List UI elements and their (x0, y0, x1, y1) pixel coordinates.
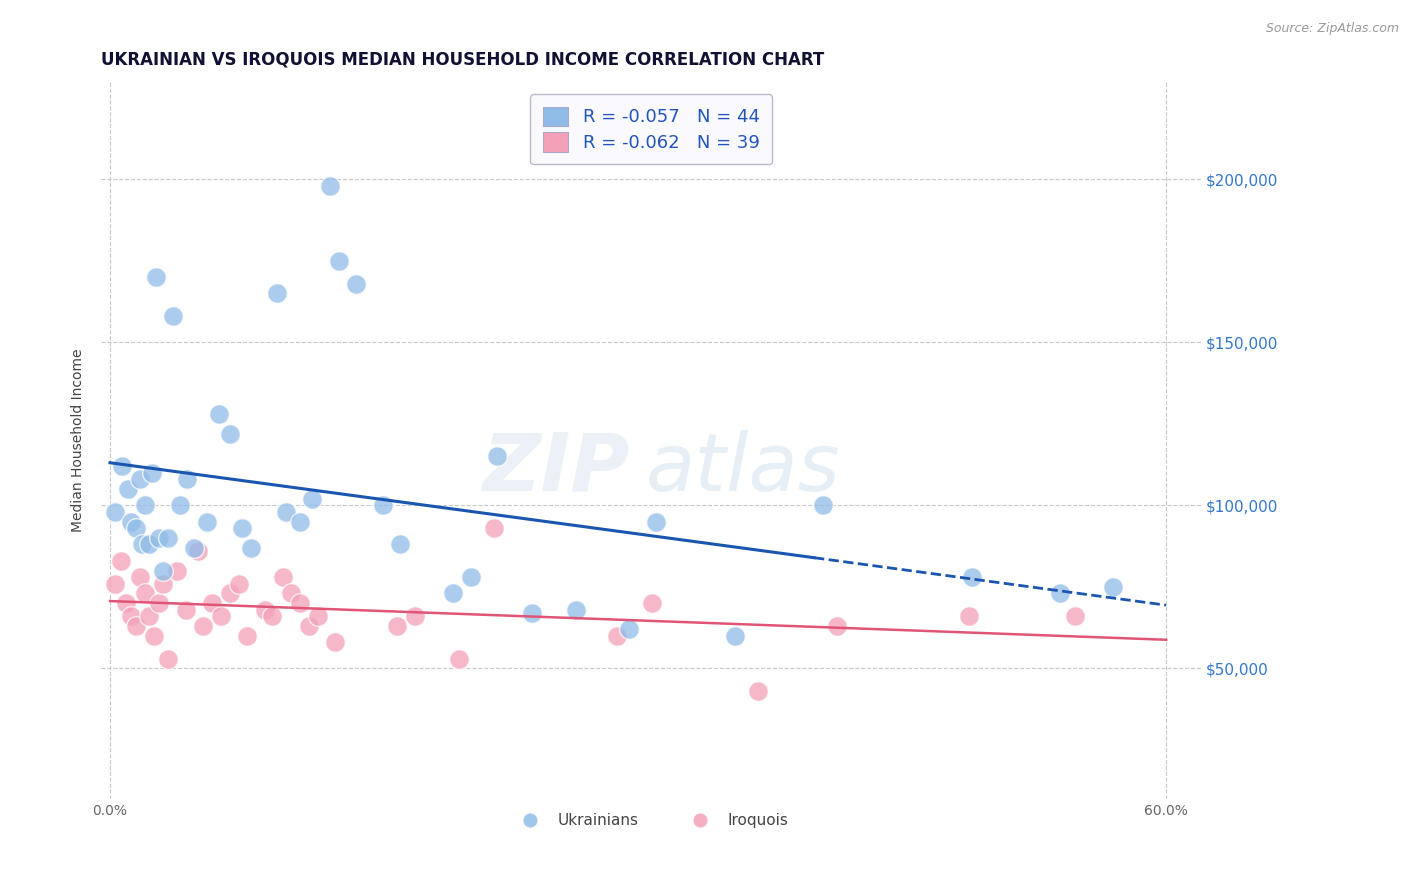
Text: UKRAINIAN VS IROQUOIS MEDIAN HOUSEHOLD INCOME CORRELATION CHART: UKRAINIAN VS IROQUOIS MEDIAN HOUSEHOLD I… (101, 51, 824, 69)
Point (131, 537, 153, 551)
Point (747, 684, 769, 698)
Point (288, 515, 311, 529)
Point (298, 619, 321, 633)
Point (957, 609, 980, 624)
Point (148, 531, 170, 545)
Point (143, 629, 166, 643)
Point (157, 531, 180, 545)
Point (271, 570, 294, 584)
Point (371, 498, 394, 512)
Point (404, 609, 426, 624)
Point (328, 253, 350, 268)
Point (641, 596, 664, 610)
Point (129, 472, 152, 486)
Point (307, 609, 329, 624)
Point (162, 309, 184, 323)
Point (174, 602, 197, 616)
Point (152, 564, 174, 578)
Point (166, 564, 188, 578)
Point (811, 498, 834, 512)
Point (187, 544, 209, 558)
Point (260, 609, 283, 624)
Point (125, 619, 148, 633)
Point (104, 576, 127, 591)
Point (323, 635, 346, 649)
Point (141, 466, 163, 480)
Text: Source: ZipAtlas.com: Source: ZipAtlas.com (1265, 22, 1399, 36)
Point (236, 629, 259, 643)
Point (169, 498, 191, 512)
Point (138, 537, 160, 551)
Point (157, 651, 180, 665)
Point (522, 606, 544, 620)
Point (385, 619, 408, 633)
Point (117, 482, 139, 496)
Point (239, 541, 262, 555)
Point (447, 651, 470, 665)
Point (301, 491, 323, 506)
Point (115, 596, 138, 610)
Point (1063, 609, 1085, 624)
Point (218, 586, 240, 600)
Point (1049, 586, 1071, 600)
Point (319, 178, 342, 193)
Text: ZIP: ZIP (482, 430, 630, 508)
Point (346, 277, 368, 291)
Point (176, 472, 198, 486)
Point (228, 576, 250, 591)
Point (110, 554, 132, 568)
Point (619, 622, 641, 636)
Point (253, 602, 276, 616)
Point (441, 586, 464, 600)
Point (962, 570, 984, 584)
Point (195, 515, 218, 529)
Point (724, 629, 747, 643)
Point (266, 286, 288, 301)
Legend: Ukrainians, Iroquois: Ukrainians, Iroquois (509, 807, 794, 834)
Point (565, 602, 588, 616)
Point (208, 407, 231, 421)
Point (148, 596, 170, 610)
Point (218, 426, 240, 441)
Point (104, 505, 127, 519)
Point (486, 450, 509, 464)
Point (460, 570, 482, 584)
Point (125, 521, 148, 535)
Point (183, 541, 205, 555)
Point (129, 570, 152, 584)
Point (134, 586, 156, 600)
Y-axis label: Median Household Income: Median Household Income (72, 349, 86, 532)
Point (280, 586, 302, 600)
Point (288, 596, 311, 610)
Point (152, 576, 174, 591)
Point (134, 498, 156, 512)
Point (120, 609, 142, 624)
Point (1102, 580, 1125, 594)
Point (209, 609, 232, 624)
Point (201, 596, 224, 610)
Point (482, 521, 505, 535)
Point (231, 521, 253, 535)
Point (825, 619, 848, 633)
Point (138, 609, 160, 624)
Text: atlas: atlas (645, 430, 841, 508)
Point (606, 629, 628, 643)
Point (644, 515, 666, 529)
Point (193, 619, 215, 633)
Point (111, 459, 134, 474)
Point (120, 515, 142, 529)
Point (389, 537, 412, 551)
Point (145, 270, 167, 285)
Point (274, 505, 297, 519)
